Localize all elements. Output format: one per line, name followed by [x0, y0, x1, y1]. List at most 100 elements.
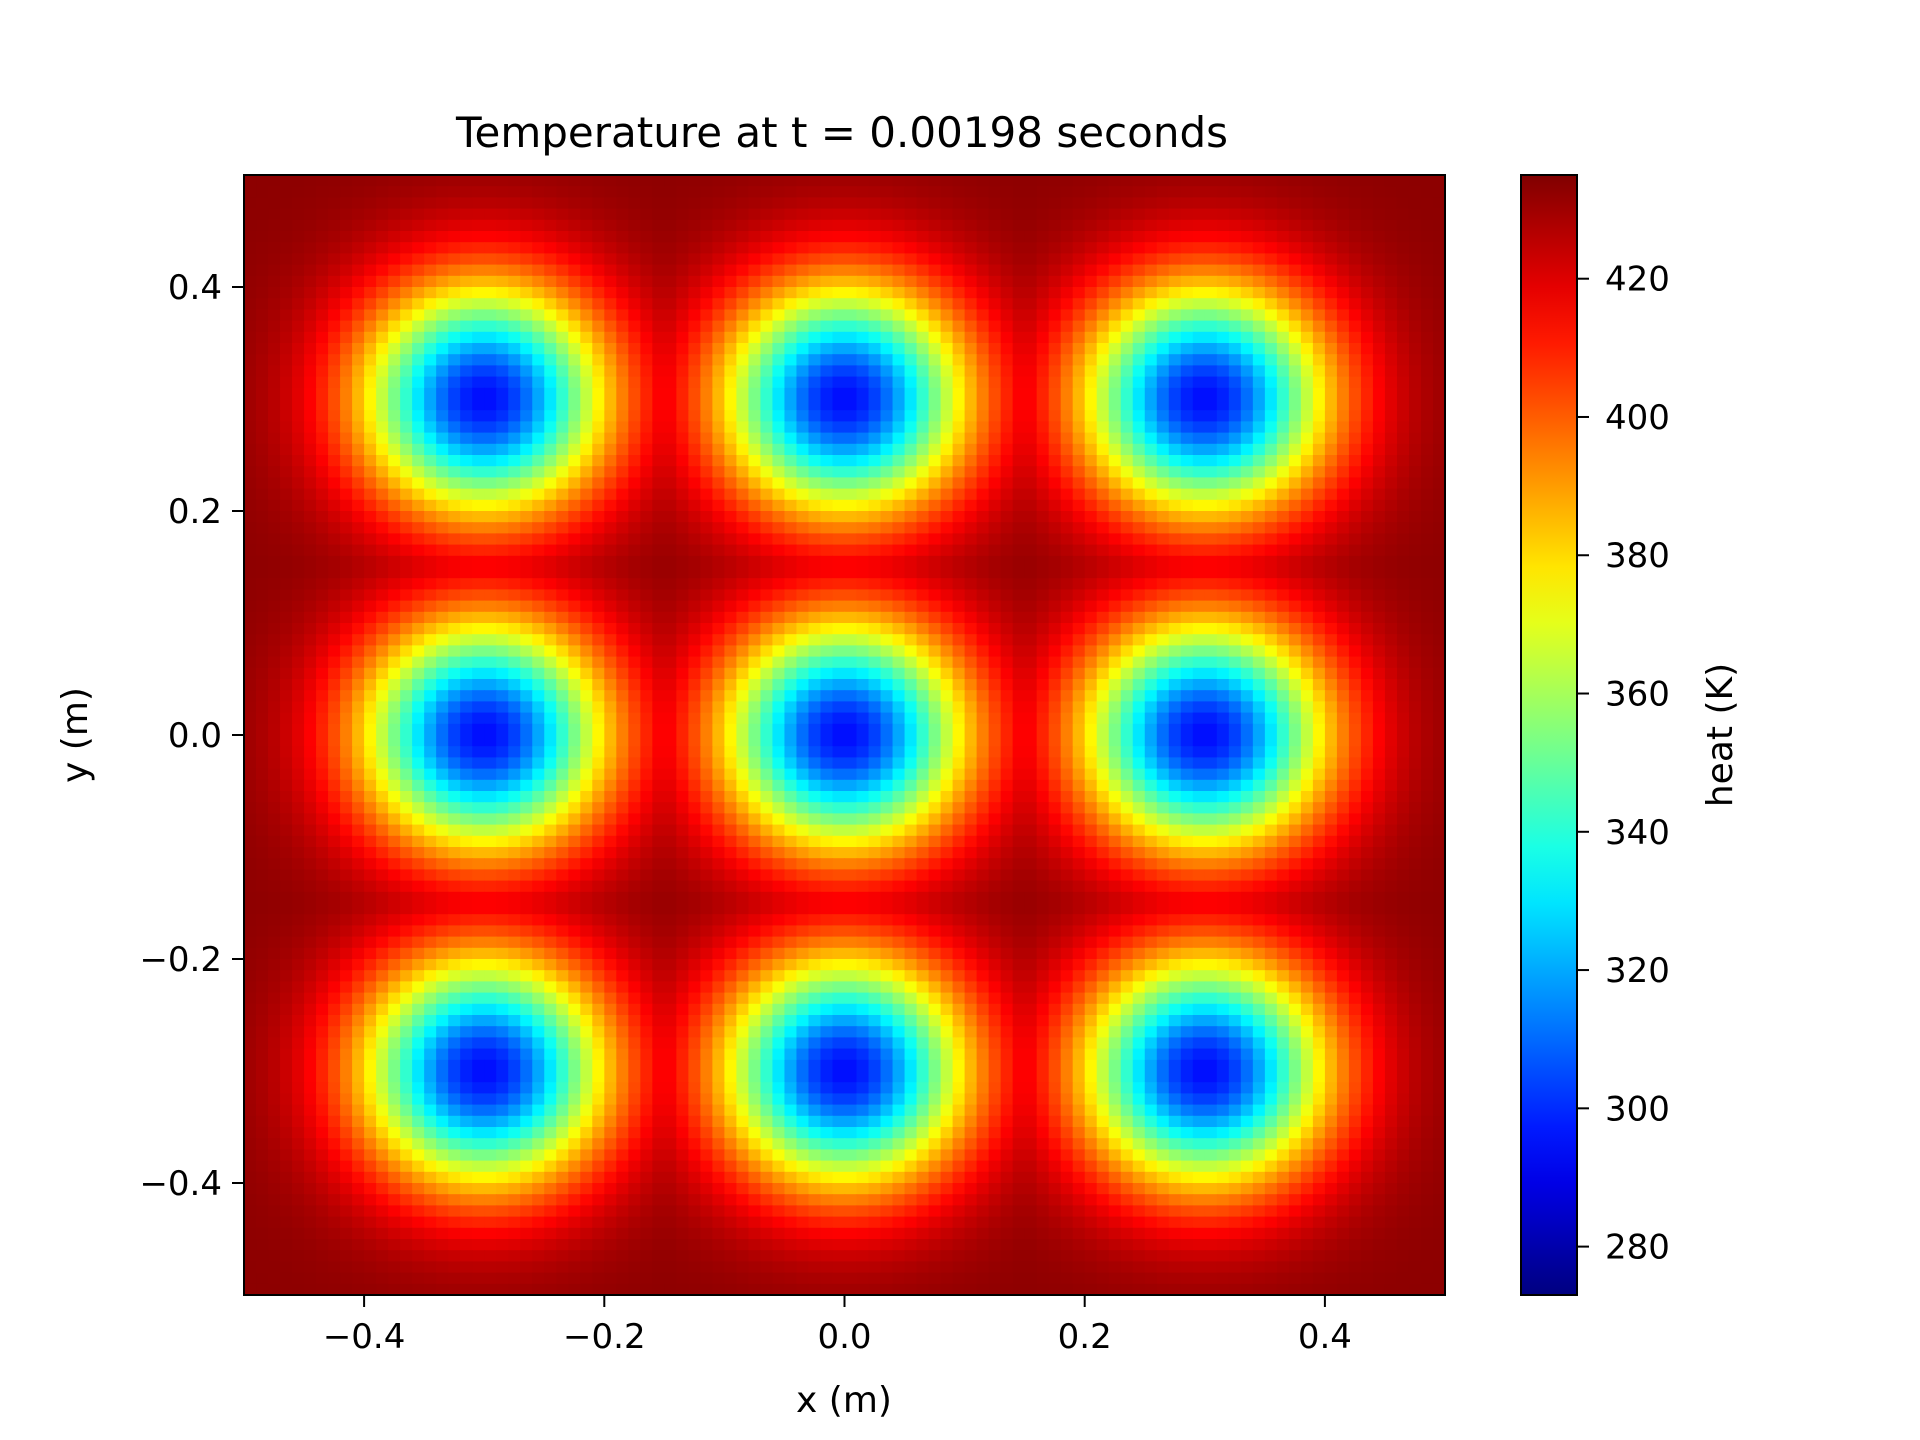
heatmap-cell	[376, 499, 389, 512]
heatmap-cell	[1072, 466, 1086, 478]
heatmap-cell	[796, 488, 810, 501]
heatmap-cell	[1420, 365, 1434, 378]
heatmap-cell	[1168, 712, 1182, 725]
heatmap-cell	[640, 679, 653, 691]
heatmap-cell	[412, 331, 425, 344]
heatmap-cell	[988, 555, 1002, 568]
heatmap-cell	[604, 186, 617, 198]
heatmap-cell	[1168, 544, 1182, 557]
heatmap-cell	[400, 679, 413, 691]
heatmap-cell	[880, 309, 894, 322]
heatmap-cell	[976, 264, 990, 277]
heatmap-cell	[808, 275, 822, 288]
heatmap-cell	[388, 343, 401, 355]
heatmap-cell	[352, 208, 365, 221]
heatmap-cell	[376, 701, 389, 714]
heatmap-cell	[580, 264, 593, 277]
heatmap-cell	[1192, 275, 1206, 288]
heatmap-cell	[352, 589, 365, 602]
heatmap-cell	[700, 623, 713, 635]
heatmap-cell	[1144, 611, 1158, 624]
heatmap-cell	[1252, 242, 1266, 254]
heatmap-cell	[388, 679, 401, 691]
heatmap-cell	[1372, 555, 1386, 568]
heatmap-cell	[1012, 567, 1026, 579]
heatmap-cell	[400, 600, 413, 613]
heatmap-cell	[364, 466, 377, 478]
heatmap-cell	[316, 365, 329, 378]
heatmap-cell	[1384, 309, 1398, 322]
heatmap-cell	[1420, 287, 1434, 299]
heatmap-cell	[1036, 298, 1050, 310]
heatmap-cell	[736, 679, 750, 691]
heatmap-cell	[592, 455, 605, 467]
heatmap-cell	[1360, 309, 1374, 322]
heatmap-cell	[568, 432, 581, 445]
heatmap-cell	[1204, 320, 1218, 333]
heatmap-cell	[1252, 264, 1266, 277]
heatmap-cell	[1084, 253, 1098, 266]
heatmap-cell	[784, 488, 798, 501]
heatmap-cell	[1216, 634, 1230, 646]
heatmap-cell	[628, 320, 641, 333]
heatmap-cell	[916, 567, 930, 579]
heatmap-cell	[1432, 242, 1446, 254]
heatmap-cell	[280, 679, 293, 691]
heatmap-cell	[400, 690, 413, 702]
heatmap-cell	[916, 197, 930, 210]
heatmap-cell	[340, 634, 353, 646]
heatmap-cell	[340, 399, 353, 411]
heatmap-cell	[820, 511, 834, 523]
heatmap-cell	[400, 343, 413, 355]
heatmap-cell	[520, 466, 533, 478]
heatmap-cell	[940, 376, 954, 389]
heatmap-cell	[1084, 399, 1098, 411]
heatmap-cell	[952, 399, 966, 411]
heatmap-cell	[1312, 320, 1326, 333]
heatmap-cell	[604, 298, 617, 310]
heatmap-cell	[892, 298, 906, 310]
heatmap-cell	[784, 611, 798, 624]
heatmap-cell	[736, 197, 750, 210]
heatmap-cell	[856, 287, 870, 299]
heatmap-cell	[892, 320, 906, 333]
heatmap-cell	[1264, 455, 1278, 467]
heatmap-cell	[1012, 410, 1026, 422]
heatmap-cell	[592, 499, 605, 512]
heatmap-cell	[928, 600, 942, 613]
heatmap-cell	[616, 298, 629, 310]
heatmap-cell	[364, 511, 377, 523]
heatmap-cell	[1360, 365, 1374, 378]
heatmap-cell	[904, 287, 918, 299]
heatmap-cell	[1384, 611, 1398, 624]
heatmap-cell	[868, 219, 882, 232]
heatmap-cell	[760, 287, 774, 299]
heatmap-cell	[604, 667, 617, 680]
heatmap-cell	[640, 667, 653, 680]
heatmap-cell	[772, 600, 786, 613]
heatmap-cell	[484, 522, 497, 534]
heatmap-cell	[928, 287, 942, 299]
heatmap-cell	[1012, 219, 1026, 232]
heatmap-cell	[952, 197, 966, 210]
heatmap-cell	[1216, 667, 1230, 680]
heatmap-cell	[1132, 499, 1146, 512]
heatmap-cell	[436, 466, 449, 478]
heatmap-cell	[856, 712, 870, 725]
heatmap-cell	[1048, 175, 1062, 187]
heatmap-cell	[1264, 701, 1278, 714]
heatmap-cell	[604, 679, 617, 691]
heatmap-cell	[304, 253, 317, 266]
heatmap-cell	[712, 432, 725, 445]
heatmap-cell	[400, 701, 413, 714]
heatmap-cell	[880, 477, 894, 490]
heatmap-cell	[1408, 421, 1422, 434]
heatmap-cell	[844, 365, 858, 378]
heatmap-cell	[844, 287, 858, 299]
heatmap-cell	[1060, 499, 1074, 512]
heatmap-cell	[1420, 611, 1434, 624]
heatmap-cell	[328, 600, 341, 613]
heatmap-cell	[616, 600, 629, 613]
heatmap-cell	[1432, 511, 1446, 523]
heatmap-cell	[1264, 399, 1278, 411]
